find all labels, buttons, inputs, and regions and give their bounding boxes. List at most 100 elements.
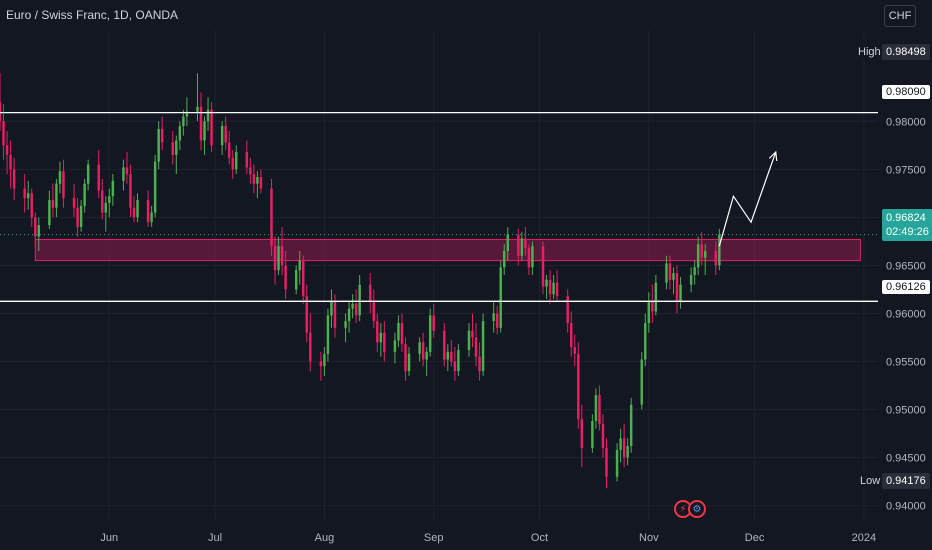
- candle-body: [679, 284, 682, 302]
- candle: [605, 438, 608, 489]
- candle-body: [129, 174, 132, 208]
- candle-body: [644, 323, 647, 360]
- candle: [527, 244, 531, 275]
- candle: [425, 347, 428, 376]
- candle-body: [577, 353, 580, 420]
- time-axis[interactable]: Jun Jul Aug Sep Oct Nov Dec 2024: [100, 532, 876, 544]
- candle-body: [428, 315, 432, 352]
- candle: [58, 161, 62, 194]
- price-tick: 0.95000: [886, 405, 926, 417]
- candle-body: [404, 344, 407, 372]
- price-tick: 0.97500: [886, 164, 926, 176]
- candle: [34, 212, 37, 247]
- candle-body: [492, 313, 495, 322]
- candle: [252, 164, 256, 194]
- candle-body: [354, 303, 358, 316]
- candle-body: [344, 321, 347, 328]
- candle-body: [294, 270, 298, 290]
- candle: [347, 301, 351, 333]
- candle-body: [210, 109, 213, 146]
- candle: [675, 265, 679, 314]
- candle-body: [471, 330, 474, 338]
- time-tick: 2024: [852, 532, 876, 544]
- candle-body: [323, 353, 326, 367]
- candle: [502, 244, 506, 275]
- candle-body: [97, 164, 100, 191]
- candle: [428, 308, 432, 357]
- bar-countdown: 02:49:26: [886, 226, 929, 238]
- candle: [51, 183, 55, 218]
- candle-body: [383, 332, 386, 352]
- candle-body: [326, 315, 330, 354]
- price-axis[interactable]: 0.980000.975000.970000.965000.960000.955…: [886, 116, 926, 512]
- candle: [520, 231, 524, 261]
- candle-body: [178, 126, 182, 141]
- candle-body: [376, 321, 379, 343]
- candle: [354, 289, 358, 324]
- candle-body: [76, 207, 79, 227]
- candle-body: [319, 361, 323, 367]
- candle-body: [270, 188, 273, 247]
- economic-event-icon[interactable]: ⚙: [688, 500, 706, 518]
- candle-body: [160, 128, 164, 143]
- price-tick: 0.96500: [886, 260, 926, 272]
- candle: [270, 178, 273, 256]
- candle: [418, 337, 421, 362]
- candle: [492, 301, 495, 333]
- candle-body: [252, 174, 256, 184]
- candle-body: [594, 395, 598, 422]
- candle: [404, 337, 407, 381]
- candle-body: [245, 152, 249, 168]
- current-price-value: 0.96824: [886, 212, 926, 224]
- candle: [273, 236, 277, 285]
- candle: [457, 344, 460, 376]
- chart-grid: [0, 30, 878, 520]
- time-tick: Oct: [531, 532, 548, 544]
- candle-body: [693, 267, 696, 275]
- candle-body: [101, 190, 104, 213]
- candle: [9, 140, 12, 189]
- candle-body: [150, 212, 153, 223]
- candle-body: [668, 263, 672, 280]
- candle: [178, 121, 182, 151]
- candle: [280, 226, 284, 275]
- candle-body: [259, 177, 263, 189]
- currency-button[interactable]: CHF: [884, 5, 916, 27]
- resistance-zone: [34, 238, 861, 262]
- candle: [284, 250, 287, 300]
- resistance-zone-layer: [34, 238, 861, 262]
- candle-body: [83, 183, 86, 206]
- event-badges[interactable]: ⚡ ⚙: [674, 500, 706, 518]
- candle-body: [34, 217, 37, 237]
- candle-body: [256, 177, 259, 184]
- projection-path: [718, 151, 777, 247]
- candle-body: [153, 161, 157, 213]
- candle-body: [48, 200, 51, 226]
- current-price-badge: 0.96824 02:49:26: [882, 209, 932, 241]
- high-label: High: [855, 44, 884, 60]
- candle: [471, 313, 474, 348]
- candle-body: [26, 193, 30, 199]
- candle: [640, 351, 643, 410]
- candle: [619, 428, 622, 463]
- candle: [86, 159, 90, 191]
- candle-body: [206, 109, 210, 122]
- time-tick: Dec: [745, 532, 765, 544]
- price-tick: 0.94500: [886, 453, 926, 465]
- candle: [76, 198, 79, 237]
- candle: [196, 73, 199, 122]
- candle: [199, 92, 203, 151]
- candle-body: [481, 321, 485, 372]
- candle-body: [79, 205, 83, 227]
- candle-body: [478, 356, 481, 372]
- candle: [481, 313, 485, 376]
- candle: [55, 178, 58, 218]
- candle-body: [622, 438, 626, 458]
- candle-body: [196, 106, 199, 112]
- candle: [443, 323, 446, 367]
- candle-body: [58, 171, 62, 184]
- candle: [379, 323, 383, 357]
- candle: [524, 226, 527, 256]
- candle: [249, 157, 252, 184]
